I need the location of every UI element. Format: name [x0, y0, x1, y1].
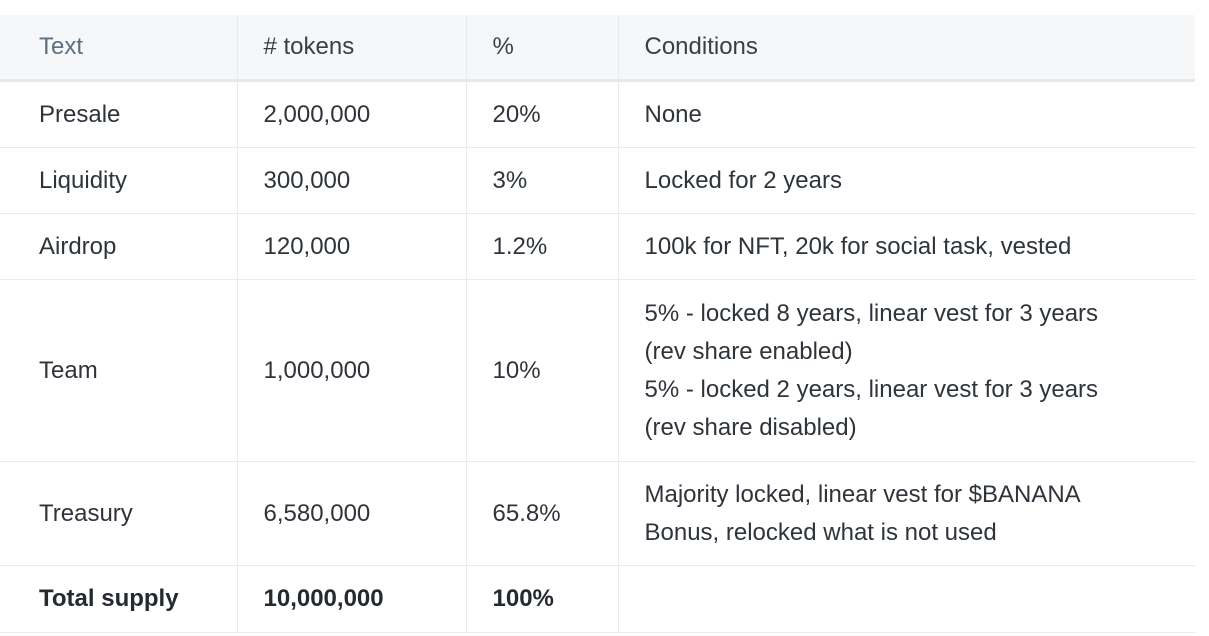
condition-line: Bonus, relocked what is not used — [644, 518, 997, 546]
header-row: Text # tokens % Conditions — [0, 15, 1195, 82]
tokenomics-table: Text # tokens % Conditions Presale 2,000… — [0, 15, 1195, 633]
cell-percent: 10% — [466, 279, 619, 462]
table-row-liquidity: Liquidity 300,000 3% Locked for 2 years — [0, 147, 1195, 214]
cell-text: Presale — [0, 80, 238, 148]
condition-line: 5% - locked 8 years, linear vest for 3 y… — [644, 299, 1099, 327]
cell-total-tokens: 10,000,000 — [237, 565, 467, 633]
table-body: Presale 2,000,000 20% None Liquidity 300… — [0, 80, 1195, 633]
column-header-percent: % — [466, 15, 619, 82]
cell-conditions: Locked for 2 years — [618, 147, 1195, 214]
column-header-text: Text — [0, 15, 238, 82]
cell-percent: 1.2% — [466, 213, 619, 280]
cell-total-label: Total supply — [0, 565, 238, 633]
condition-line: 5% - locked 2 years, linear vest for 3 y… — [644, 375, 1099, 403]
cell-text: Team — [0, 279, 238, 462]
cell-tokens: 6,580,000 — [237, 461, 467, 566]
condition-line: (rev share enabled) — [644, 337, 853, 365]
cell-conditions: None — [618, 80, 1195, 148]
condition-line: (rev share disabled) — [644, 413, 857, 441]
table-row-team: Team 1,000,000 10% 5% - locked 8 years, … — [0, 279, 1195, 462]
condition-line: Majority locked, linear vest for $BANANA — [644, 480, 1081, 508]
column-header-tokens: # tokens — [237, 15, 467, 82]
cell-percent: 3% — [466, 147, 619, 214]
column-header-conditions: Conditions — [618, 15, 1195, 82]
cell-total-percent: 100% — [466, 565, 619, 633]
table-row-total: Total supply 10,000,000 100% — [0, 565, 1195, 633]
cell-percent: 20% — [466, 80, 619, 148]
table-header: Text # tokens % Conditions — [0, 15, 1195, 82]
cell-conditions: Majority locked, linear vest for $BANANA… — [618, 461, 1195, 566]
condition-line: 100k for NFT, 20k for social task, veste… — [644, 232, 1072, 260]
cell-text: Liquidity — [0, 147, 238, 214]
cell-text: Treasury — [0, 461, 238, 566]
cell-percent: 65.8% — [466, 461, 619, 566]
cell-tokens: 120,000 — [237, 213, 467, 280]
cell-text: Airdrop — [0, 213, 238, 280]
cell-tokens: 2,000,000 — [237, 80, 467, 148]
table-row-presale: Presale 2,000,000 20% None — [0, 80, 1195, 148]
condition-line: Locked for 2 years — [644, 166, 842, 194]
tokenomics-table-container: Text # tokens % Conditions Presale 2,000… — [0, 15, 1195, 633]
table-row-treasury: Treasury 6,580,000 65.8% Majority locked… — [0, 461, 1195, 566]
cell-tokens: 300,000 — [237, 147, 467, 214]
cell-tokens: 1,000,000 — [237, 279, 467, 462]
condition-line: None — [644, 100, 702, 128]
cell-conditions: 5% - locked 8 years, linear vest for 3 y… — [618, 279, 1195, 462]
table-row-airdrop: Airdrop 120,000 1.2% 100k for NFT, 20k f… — [0, 213, 1195, 280]
cell-total-conditions — [618, 565, 1195, 633]
cell-conditions: 100k for NFT, 20k for social task, veste… — [618, 213, 1195, 280]
